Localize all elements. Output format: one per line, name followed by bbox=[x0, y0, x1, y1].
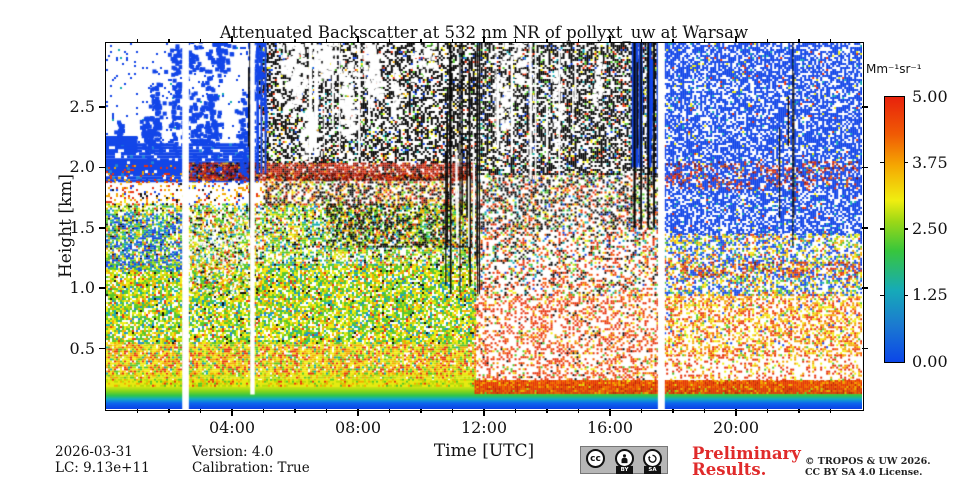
x-tick-label: 16:00 bbox=[586, 418, 634, 437]
colorbar-tick-label: 0.00 bbox=[912, 351, 948, 371]
x-tick bbox=[514, 409, 517, 413]
x-tick-label: 20:00 bbox=[712, 418, 760, 437]
x-tick bbox=[483, 36, 485, 43]
x-tick bbox=[672, 409, 674, 413]
x-tick-label: 04:00 bbox=[208, 418, 256, 437]
colorbar-unit-label: Mm⁻¹sr⁻¹ bbox=[866, 62, 922, 76]
x-tick bbox=[262, 409, 265, 413]
y-tick bbox=[99, 227, 106, 229]
cc-sa-label: SA bbox=[644, 466, 661, 474]
x-tick bbox=[546, 39, 548, 43]
preliminary-line-2: Results. bbox=[692, 459, 767, 479]
x-tick bbox=[483, 409, 485, 416]
y-tick bbox=[99, 166, 106, 169]
x-tick bbox=[420, 409, 422, 413]
colorbar-tick bbox=[904, 294, 908, 296]
x-tick bbox=[388, 39, 391, 43]
x-tick bbox=[766, 409, 769, 413]
y-tick bbox=[862, 287, 868, 289]
colorbar-tick bbox=[904, 162, 908, 164]
x-tick bbox=[703, 409, 706, 413]
y-tick bbox=[99, 106, 106, 108]
x-tick bbox=[766, 39, 769, 43]
x-tick bbox=[294, 409, 296, 413]
x-tick bbox=[609, 36, 611, 43]
x-tick bbox=[168, 39, 170, 43]
y-tick bbox=[862, 347, 868, 350]
x-tick bbox=[136, 39, 139, 43]
preliminary-line-1: Preliminary bbox=[692, 444, 801, 463]
heatmap-canvas bbox=[106, 43, 862, 409]
x-tick bbox=[829, 409, 832, 413]
cc-by-label: BY bbox=[616, 466, 633, 474]
colorbar-tick bbox=[880, 228, 884, 230]
y-tick bbox=[99, 287, 106, 289]
x-tick bbox=[514, 39, 517, 43]
copyright-note: © TROPOS & UW 2026. CC BY SA 4.0 License… bbox=[805, 456, 931, 478]
x-tick bbox=[294, 39, 296, 43]
x-tick bbox=[168, 409, 170, 413]
y-tick bbox=[862, 106, 868, 108]
x-tick bbox=[136, 409, 139, 413]
copyright-line-2: CC BY SA 4.0 License. bbox=[805, 466, 923, 478]
x-tick bbox=[451, 39, 454, 43]
y-tick bbox=[862, 166, 868, 169]
colorbar bbox=[884, 96, 905, 363]
x-tick bbox=[357, 36, 359, 43]
x-tick bbox=[609, 409, 611, 416]
x-tick bbox=[798, 409, 800, 413]
x-tick bbox=[199, 39, 202, 43]
colorbar-tick-label: 5.00 bbox=[912, 86, 948, 106]
x-tick bbox=[703, 39, 706, 43]
cc-icon: cc bbox=[586, 449, 605, 468]
x-tick bbox=[577, 39, 580, 43]
x-tick bbox=[798, 39, 800, 43]
x-tick bbox=[672, 39, 674, 43]
colorbar-tick bbox=[880, 162, 884, 164]
x-tick bbox=[231, 36, 233, 43]
colorbar-tick-label: 1.25 bbox=[912, 285, 948, 305]
x-tick bbox=[325, 409, 328, 413]
colorbar-tick-label: 3.75 bbox=[912, 152, 948, 172]
x-tick bbox=[451, 409, 454, 413]
chart-title: Attenuated Backscatter at 532 nm NR of p… bbox=[219, 23, 749, 42]
x-tick bbox=[388, 409, 391, 413]
footer-calibration: Calibration: True bbox=[192, 459, 310, 476]
y-tick bbox=[862, 227, 868, 229]
y-tick-label: 0.5 bbox=[69, 338, 95, 358]
x-axis-label: Time [UTC] bbox=[433, 441, 535, 461]
x-tick bbox=[231, 409, 233, 416]
x-tick-label: 08:00 bbox=[334, 418, 382, 437]
x-tick bbox=[262, 39, 265, 43]
x-tick bbox=[829, 39, 832, 43]
x-tick bbox=[420, 39, 422, 43]
y-tick-label: 1.5 bbox=[69, 217, 95, 237]
x-tick bbox=[325, 39, 328, 43]
x-tick bbox=[199, 409, 202, 413]
y-tick-label: 2.5 bbox=[69, 97, 95, 117]
x-tick bbox=[640, 409, 643, 413]
preliminary-results-note: Preliminary Results. bbox=[692, 446, 801, 477]
y-tick bbox=[99, 347, 106, 350]
colorbar-tick bbox=[904, 228, 908, 230]
x-tick bbox=[735, 36, 737, 43]
colorbar-tick bbox=[880, 294, 884, 296]
y-tick-label: 2.0 bbox=[69, 157, 95, 177]
x-tick bbox=[640, 39, 643, 43]
x-tick-label: 12:00 bbox=[460, 418, 508, 437]
colorbar-tick-label: 2.50 bbox=[912, 219, 948, 238]
x-tick bbox=[546, 409, 548, 413]
cc-license-badge: cc BY SA bbox=[580, 446, 668, 474]
footer-date: 2026-03-31 bbox=[55, 444, 133, 460]
y-tick-label: 1.0 bbox=[69, 278, 95, 298]
x-tick bbox=[357, 409, 359, 416]
x-tick bbox=[735, 409, 737, 416]
copyright-line-1: © TROPOS & UW 2026. bbox=[805, 456, 931, 467]
x-tick bbox=[577, 409, 580, 413]
footer-lidar-constant: LC: 9.13e+11 bbox=[55, 459, 150, 476]
footer-version: Version: 4.0 bbox=[192, 444, 274, 460]
